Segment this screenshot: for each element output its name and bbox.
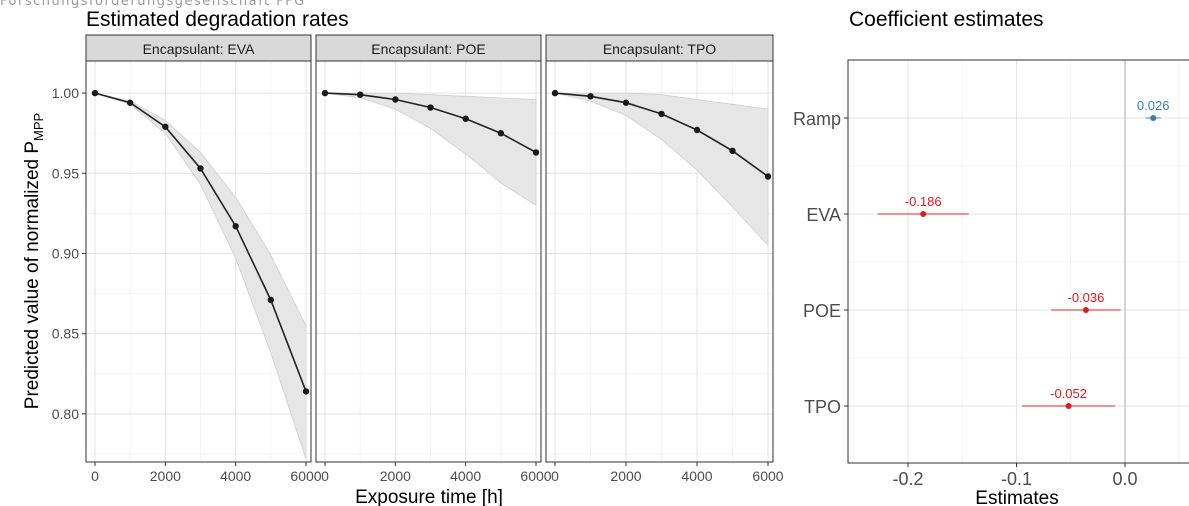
data-point [197,165,204,172]
x-tick-label: 4000 [450,468,481,484]
x-axis-title: Exposure time [h] [355,487,503,506]
data-point [126,99,134,106]
x-axis-title: Estimates [975,488,1058,506]
y-tick-label: 1.00 [52,85,79,101]
facet-strip-label: Encapsulant: EVA [143,41,255,57]
facet-strip-label: Encapsulant: TPO [603,41,716,57]
panel-border [847,59,1189,464]
x-tick-label: 6000 [752,468,783,484]
facet-strip-label: Encapsulant: POE [371,41,485,57]
facet-panel: Encapsulant: EVA 0 2000 4000 6000 [85,34,322,484]
y-tick-label: 0.90 [52,245,79,261]
x-tick-label: 0.0 [1112,469,1137,489]
y-tick-label: POE [803,301,841,321]
y-axis-title-main: Predicted value of normalized P [22,141,43,409]
chart-title: Coefficient estimates [849,8,1044,31]
data-point [764,173,772,180]
y-axis-title: Predicted value of normalized PMPP [22,113,46,409]
data-point [267,296,275,304]
header-text: Forschungsförderungsgesellschaft FFG [0,0,306,9]
data-point [427,104,434,111]
chart-title: Estimated degradation rates [86,8,349,31]
data-point [587,93,594,100]
x-tick-label: -0.2 [892,469,923,489]
x-tick-label: 2000 [610,468,641,484]
panel-border [315,60,542,463]
estimate-value-label: -0.052 [1050,386,1087,401]
data-point [232,223,239,230]
data-point [622,99,630,106]
data-point [392,96,399,103]
y-axis-title-subscript: MPP [31,113,46,141]
x-tick-label: 0 [91,468,99,484]
y-tick-label: TPO [804,397,841,417]
estimate-value-label: -0.036 [1068,290,1105,305]
x-tick-label: 4000 [220,468,251,484]
data-point [162,123,169,130]
facet-strip [545,34,774,62]
x-tick-label: 4000 [681,468,712,484]
data-point [693,126,701,134]
x-tick-label: 6000 [290,468,321,484]
estimate-point [920,211,927,217]
x-tick-label: 0 [321,468,329,484]
facet-panel: Encapsulant: TPO 0 2000 4000 6000 [545,34,784,484]
x-tick-label: 2000 [380,468,411,484]
data-point [729,147,736,155]
y-tick-label: 0.85 [52,326,79,342]
x-tick-label: 0 [551,468,559,484]
estimate-point [1065,403,1072,409]
estimate-point [1082,307,1089,313]
x-tick-label: 6000 [520,468,551,484]
data-point [497,129,505,137]
y-tick-label: EVA [806,205,841,225]
panel-border [545,60,774,463]
x-tick-label: -0.1 [1001,469,1032,489]
estimate-value-label: 0.026 [1137,98,1170,113]
y-tick-label: 0.95 [52,165,79,181]
data-point [462,115,469,122]
facet-strip [315,34,542,62]
facet-panel: Encapsulant: POE 0 2000 4000 6000 [315,34,552,484]
y-tick-label: 0.80 [52,406,79,422]
panel-border [85,60,312,463]
data-point [356,91,364,98]
estimate-point [1150,115,1157,121]
data-point [532,149,540,156]
x-tick-label: 2000 [150,468,181,484]
data-point [321,89,329,97]
data-point [91,89,99,97]
data-point [302,388,310,395]
data-point [551,89,559,97]
data-point [658,110,665,118]
y-tick-label: Ramp [793,109,841,129]
estimate-value-label: -0.186 [905,194,942,209]
